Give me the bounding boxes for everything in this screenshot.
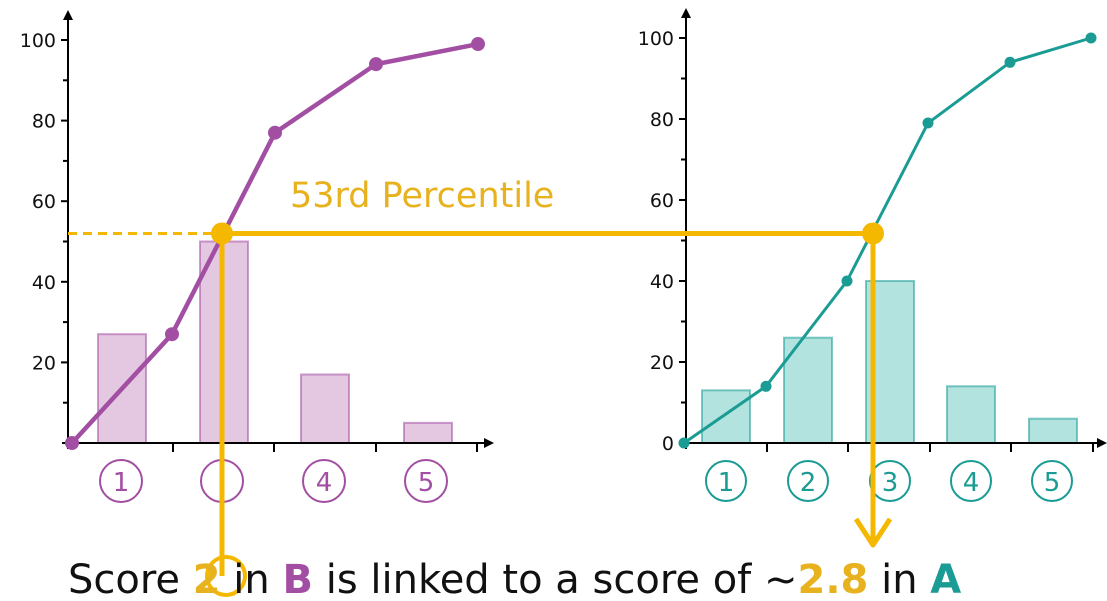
caption-value: 2.8 (798, 557, 869, 601)
caption-part2: in (221, 557, 283, 601)
right-chart-a: 100 80 60 40 20 0 1 2 3 4 5 (638, 8, 1107, 502)
x-tick-label: 4 (316, 468, 333, 498)
x-tick-label: 5 (418, 468, 435, 498)
category-circle (705, 460, 747, 502)
left-chart-b: 100 80 60 40 20 1 4 5 (20, 10, 494, 503)
line-point (165, 327, 179, 342)
bar (300, 373, 350, 444)
caption: Score 2 in B is linked to a score of ~2.… (68, 557, 961, 601)
line-point (471, 37, 485, 52)
y-tick-label: 80 (32, 111, 56, 133)
bar (783, 336, 833, 445)
cumulative-line (683, 36, 1092, 445)
caption-part4: in (868, 557, 930, 601)
x-tick-label: 4 (963, 468, 980, 498)
bar (701, 389, 751, 445)
y-tick-label: 100 (20, 30, 56, 52)
y-tick-label: 0 (662, 433, 674, 455)
caption-score: 2 (193, 557, 221, 601)
y-tick-label: 20 (32, 352, 56, 374)
category-circle (869, 460, 911, 502)
y-tick-label: 60 (32, 191, 56, 213)
x-tick-label: 2 (800, 468, 817, 498)
percentile-label: 53rd Percentile (290, 176, 554, 216)
x-tick-label: 3 (882, 468, 899, 498)
caption-b: B (283, 557, 314, 601)
bar (403, 421, 453, 445)
line-point (369, 57, 383, 72)
line-point (922, 117, 934, 129)
line-point (268, 125, 282, 140)
bar (946, 385, 996, 444)
y-tick-label: 20 (650, 352, 674, 374)
line-point (678, 437, 690, 449)
y-axis-arrow (63, 10, 73, 20)
y-tick-label: 40 (32, 272, 56, 294)
caption-part1: Score (68, 557, 193, 601)
link-point-a (862, 222, 884, 245)
link-point-b (211, 222, 233, 245)
link-arrowhead (853, 517, 893, 548)
y-tick-label: 80 (650, 109, 674, 131)
line-point (1085, 32, 1097, 44)
category-circle (950, 460, 992, 502)
line-point (65, 436, 79, 450)
line-point (1004, 56, 1016, 68)
y-tick-label: 40 (650, 271, 674, 293)
y-tick-label: 60 (650, 190, 674, 212)
category-circle (99, 459, 143, 503)
line-point (841, 275, 853, 287)
caption-part3: is linked to a score of ~ (313, 557, 798, 601)
caption-score-circle (205, 555, 247, 597)
x-tick-label: 1 (113, 468, 130, 498)
x-axis-arrow (1097, 438, 1107, 448)
category-circle (1031, 460, 1073, 502)
line-point (760, 380, 772, 392)
category-circle (404, 459, 448, 503)
caption-a: A (930, 557, 961, 601)
y-axis-arrow (681, 8, 691, 18)
category-circle (787, 460, 829, 502)
x-tick-label: 1 (718, 468, 735, 498)
x-axis-arrow (484, 438, 494, 448)
bar (1028, 417, 1078, 445)
x-tick-label: 5 (1044, 468, 1061, 498)
y-tick-label: 100 (638, 28, 674, 50)
category-circle (302, 459, 346, 503)
linking-annotation (68, 222, 893, 597)
